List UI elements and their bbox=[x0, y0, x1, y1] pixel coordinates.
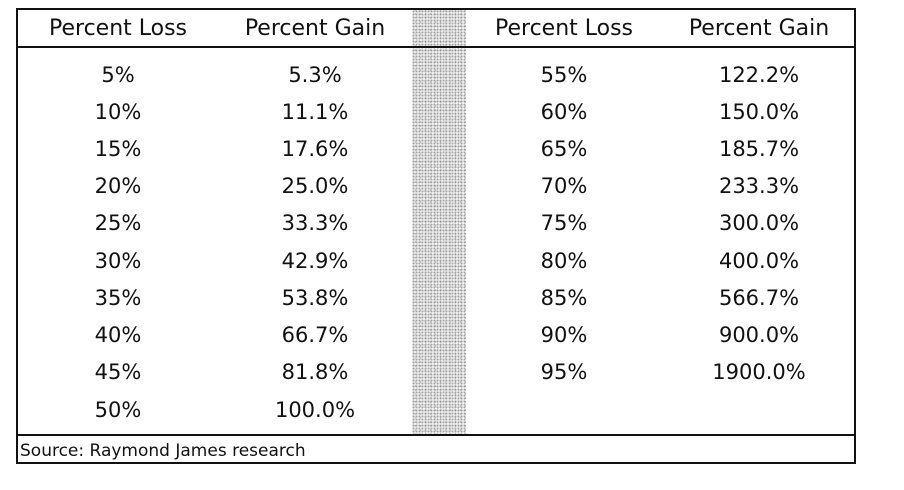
right-gain-cell: 150.0% bbox=[718, 100, 800, 124]
source-note: Source: Raymond James research bbox=[20, 441, 306, 461]
right-gain-cell: 122.2% bbox=[718, 63, 800, 87]
right-loss-cell: 70% bbox=[540, 174, 588, 198]
right-loss-cell: 75% bbox=[540, 211, 588, 235]
left-gain-cell: 66.7% bbox=[281, 323, 349, 347]
shaded-column-separator bbox=[412, 10, 466, 434]
left-gain-cell: 5.3% bbox=[288, 63, 342, 87]
left-loss-cell: 45% bbox=[94, 360, 142, 384]
left-loss-cell: 40% bbox=[94, 323, 142, 347]
right-gain-cell: 1900.0% bbox=[712, 360, 806, 384]
header-percent-loss-right: Percent Loss bbox=[494, 16, 634, 41]
header-percent-gain-left: Percent Gain bbox=[244, 16, 386, 41]
left-loss-cell: 15% bbox=[94, 137, 142, 161]
loss-gain-table: Percent Loss Percent Gain Percent Loss P… bbox=[16, 8, 856, 464]
right-gain-cell: 233.3% bbox=[718, 174, 800, 198]
right-gain-cell: 566.7% bbox=[718, 286, 800, 310]
left-gain-cell: 17.6% bbox=[281, 137, 349, 161]
left-loss-cell: 20% bbox=[94, 174, 142, 198]
left-gain-cell: 11.1% bbox=[281, 100, 349, 124]
left-loss-cell: 10% bbox=[94, 100, 142, 124]
footer-divider bbox=[18, 434, 854, 436]
left-gain-cell: 100.0% bbox=[274, 398, 356, 422]
left-gain-cell: 33.3% bbox=[281, 211, 349, 235]
right-loss-cell: 65% bbox=[540, 137, 588, 161]
left-gain-cell: 53.8% bbox=[281, 286, 349, 310]
left-loss-cell: 35% bbox=[94, 286, 142, 310]
right-loss-cell: 60% bbox=[540, 100, 588, 124]
left-gain-cell: 25.0% bbox=[281, 174, 349, 198]
right-loss-cell: 95% bbox=[540, 360, 588, 384]
header-divider bbox=[18, 46, 854, 48]
left-loss-cell: 30% bbox=[94, 249, 142, 273]
left-loss-cell: 25% bbox=[94, 211, 142, 235]
header-percent-gain-right: Percent Gain bbox=[688, 16, 830, 41]
left-loss-cell: 5% bbox=[101, 63, 135, 87]
right-loss-cell: 85% bbox=[540, 286, 588, 310]
left-gain-cell: 42.9% bbox=[281, 249, 349, 273]
right-gain-cell: 900.0% bbox=[718, 323, 800, 347]
right-gain-cell: 400.0% bbox=[718, 249, 800, 273]
right-loss-cell: 80% bbox=[540, 249, 588, 273]
header-percent-loss-left: Percent Loss bbox=[48, 16, 188, 41]
right-loss-cell: 90% bbox=[540, 323, 588, 347]
right-gain-cell: 185.7% bbox=[718, 137, 800, 161]
left-loss-cell: 50% bbox=[94, 398, 142, 422]
right-loss-cell: 55% bbox=[540, 63, 588, 87]
left-gain-cell: 81.8% bbox=[281, 360, 349, 384]
right-gain-cell: 300.0% bbox=[718, 211, 800, 235]
